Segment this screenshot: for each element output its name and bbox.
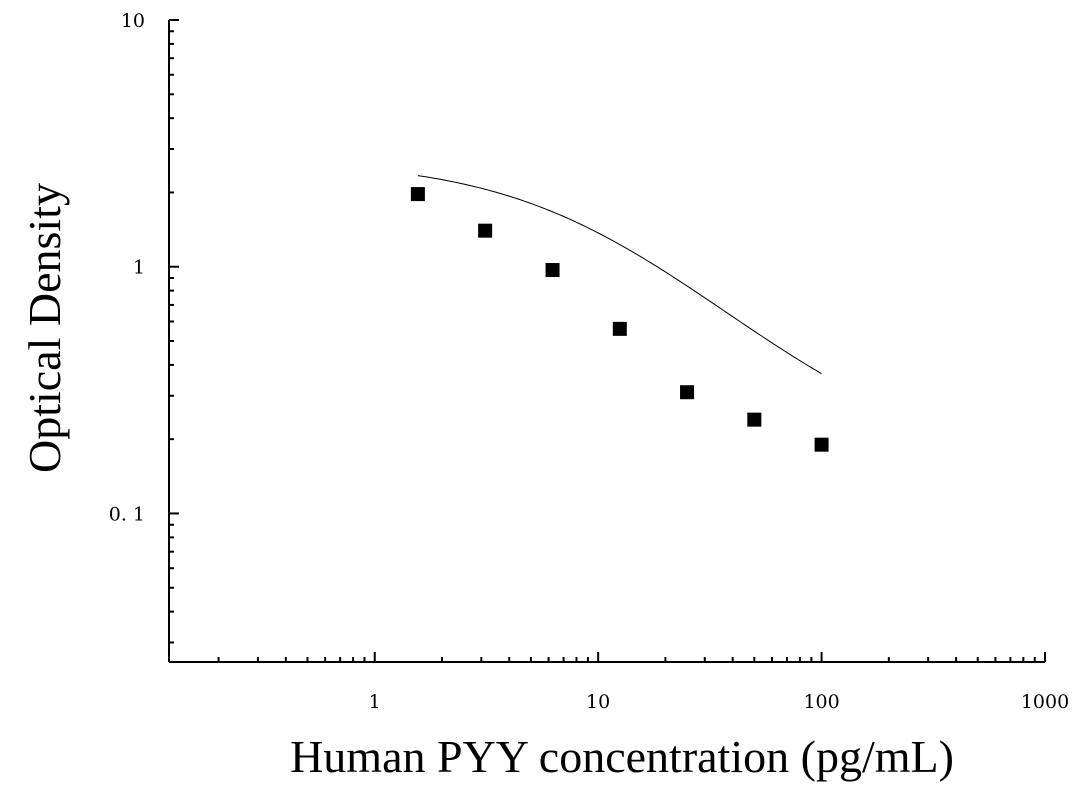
y-tick-label: 0. 1	[109, 503, 145, 525]
minor-ticks	[169, 30, 1036, 662]
data-markers	[410, 187, 829, 452]
y-axis-title: Optical Density	[19, 183, 70, 473]
data-point	[545, 262, 560, 277]
x-tick-label: 10	[586, 691, 610, 713]
major-ticks	[169, 19, 1046, 662]
data-point	[612, 321, 627, 336]
x-tick-label: 1000	[1021, 691, 1069, 713]
data-point	[680, 385, 695, 400]
axes	[168, 20, 1045, 663]
data-point	[814, 437, 829, 452]
tick-labels: 1 10 100 1000 0. 1 1 10	[109, 10, 1069, 713]
y-tick-label: 10	[121, 10, 145, 32]
x-tick-label: 100	[803, 691, 839, 713]
data-point	[747, 412, 762, 427]
x-tick-label: 1	[369, 691, 381, 713]
fit-curve	[417, 175, 822, 375]
x-axis-title: Human PYY concentration (pg/mL)	[290, 731, 954, 782]
data-point	[478, 223, 493, 238]
data-point	[410, 187, 425, 202]
y-tick-label: 1	[133, 257, 145, 279]
